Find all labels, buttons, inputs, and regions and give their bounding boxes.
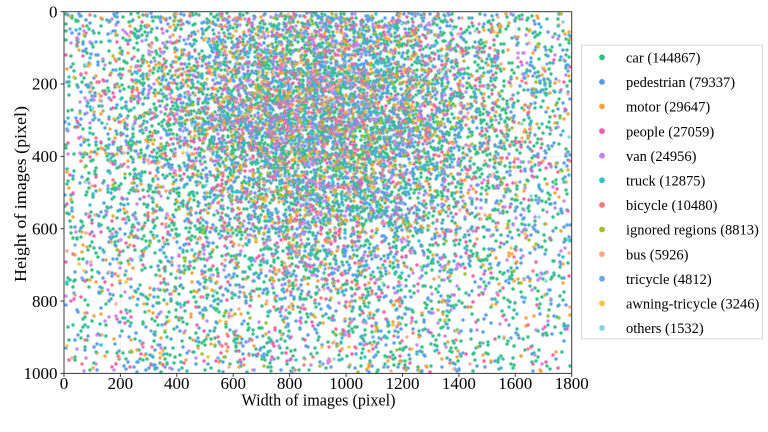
svg-text:1000: 1000 — [329, 374, 363, 393]
svg-text:200: 200 — [108, 374, 134, 393]
svg-text:800: 800 — [277, 374, 303, 393]
svg-text:motor (29647): motor (29647) — [626, 100, 710, 116]
svg-text:truck (12875): truck (12875) — [626, 174, 705, 190]
svg-text:1600: 1600 — [498, 374, 532, 393]
svg-text:car (144867): car (144867) — [626, 51, 701, 67]
svg-text:0: 0 — [60, 374, 69, 393]
svg-text:van (24956): van (24956) — [626, 149, 697, 165]
svg-text:ignored regions (8813): ignored regions (8813) — [626, 223, 759, 239]
svg-text:tricycle (4812): tricycle (4812) — [626, 272, 712, 288]
svg-text:0: 0 — [49, 2, 58, 21]
svg-text:bicycle (10480): bicycle (10480) — [626, 198, 718, 214]
svg-text:1400: 1400 — [442, 374, 476, 393]
svg-text:800: 800 — [32, 292, 58, 311]
svg-text:200: 200 — [32, 75, 58, 94]
svg-text:1200: 1200 — [386, 374, 420, 393]
svg-text:400: 400 — [32, 147, 58, 166]
svg-text:awning-tricycle (3246): awning-tricycle (3246) — [626, 297, 759, 313]
svg-text:400: 400 — [164, 374, 190, 393]
svg-text:others (1532): others (1532) — [626, 321, 704, 337]
svg-text:600: 600 — [32, 219, 58, 238]
svg-text:600: 600 — [220, 374, 246, 393]
svg-text:pedestrian (79337): pedestrian (79337) — [626, 75, 735, 91]
svg-text:1800: 1800 — [555, 374, 589, 393]
svg-text:people (27059): people (27059) — [626, 124, 714, 140]
svg-text:Height of images (pixel): Height of images (pixel) — [11, 106, 30, 282]
svg-text:1000: 1000 — [24, 364, 58, 383]
svg-text:bus (5926): bus (5926) — [626, 247, 689, 263]
svg-text:Width of images (pixel): Width of images (pixel) — [242, 391, 396, 410]
